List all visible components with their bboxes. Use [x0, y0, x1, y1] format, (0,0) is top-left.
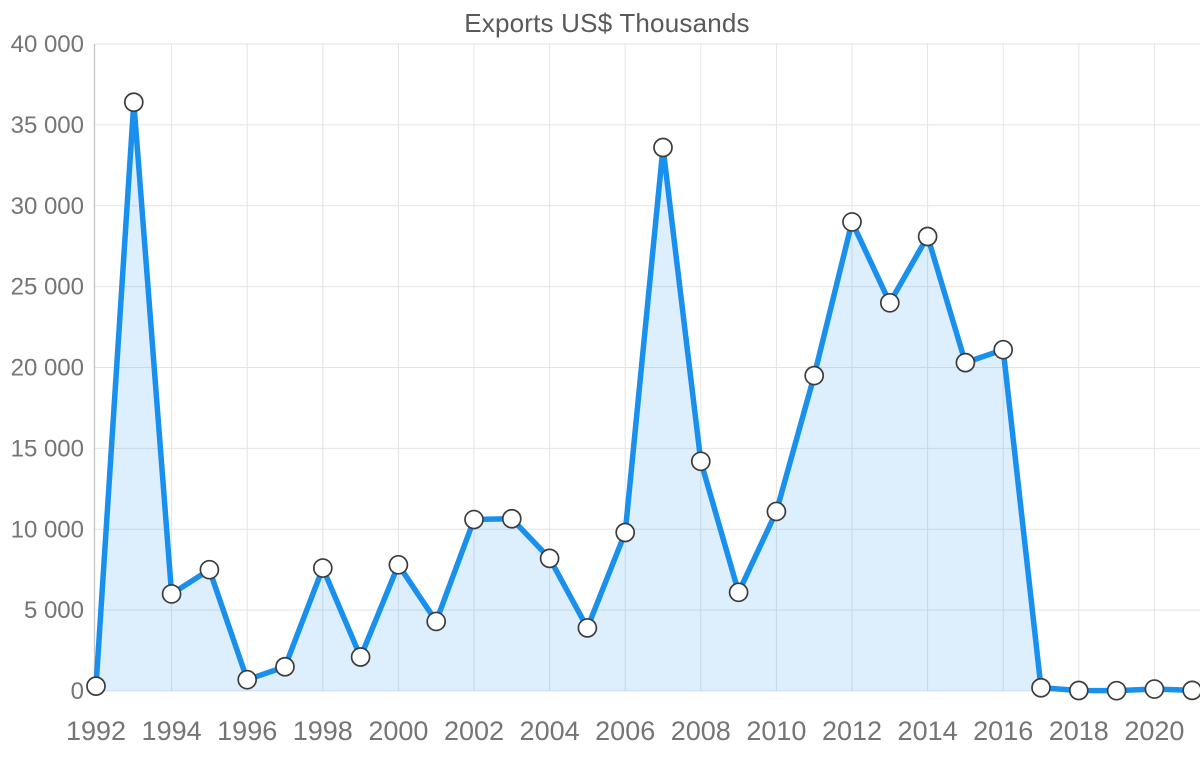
data-point-1992 — [86, 676, 106, 696]
data-point-2015 — [955, 352, 976, 373]
x-tick-label: 1998 — [293, 716, 353, 746]
data-point-2016 — [993, 339, 1014, 360]
data-point-1995 — [199, 559, 220, 580]
x-tick-label: 1992 — [66, 716, 126, 746]
x-tick-label: 2014 — [898, 716, 958, 746]
data-point-2021 — [1182, 680, 1200, 701]
data-point-2003 — [501, 508, 522, 529]
y-tick-label: 25 000 — [11, 274, 84, 301]
data-point-2011 — [804, 365, 825, 386]
data-point-2000 — [388, 554, 409, 575]
data-point-2008 — [690, 451, 711, 472]
data-point-2012 — [842, 212, 862, 232]
x-tick-label: 2010 — [746, 716, 806, 746]
data-point-1997 — [275, 656, 295, 677]
data-point-2002 — [464, 509, 484, 530]
x-tick-label: 2008 — [671, 716, 731, 746]
series-area-fill — [96, 102, 1193, 692]
x-tick-label: 2018 — [1049, 716, 1109, 746]
x-tick-label: 1994 — [142, 716, 202, 746]
data-point-1994 — [161, 584, 182, 604]
x-tick-label: 2012 — [822, 716, 882, 746]
x-tick-label: 2016 — [973, 716, 1033, 746]
y-tick-label: 0 — [71, 678, 84, 705]
y-tick-label: 35 000 — [11, 112, 84, 139]
chart-title: Exports US$ Thousands — [464, 8, 750, 38]
data-point-2005 — [577, 618, 598, 638]
data-point-2009 — [728, 582, 749, 603]
x-tick-label: 2004 — [520, 716, 580, 746]
x-tick-label: 2002 — [444, 716, 504, 746]
x-tick-label: 2006 — [595, 716, 655, 746]
data-point-2017 — [1031, 677, 1051, 698]
data-point-2019 — [1106, 680, 1127, 701]
y-tick-label: 10 000 — [11, 516, 84, 543]
data-point-1993 — [123, 92, 144, 113]
x-tick-label: 1996 — [217, 716, 277, 746]
data-point-2010 — [766, 501, 787, 522]
data-point-2013 — [879, 292, 900, 313]
data-point-2014 — [917, 226, 938, 247]
data-point-2004 — [539, 548, 560, 569]
y-tick-label: 40 000 — [11, 31, 84, 58]
data-point-2006 — [615, 522, 636, 543]
data-point-1996 — [237, 669, 258, 690]
y-tick-label: 20 000 — [11, 355, 84, 382]
data-point-2001 — [426, 611, 447, 632]
data-point-2018 — [1068, 680, 1089, 701]
data-point-2007 — [653, 137, 673, 158]
x-tick-label: 2000 — [368, 716, 428, 746]
data-point-1999 — [350, 647, 371, 667]
data-point-1998 — [312, 558, 333, 578]
data-point-2020 — [1144, 679, 1165, 699]
y-tick-label: 5 000 — [24, 597, 84, 624]
y-tick-label: 30 000 — [11, 193, 84, 220]
y-tick-label: 15 000 — [11, 435, 84, 462]
x-tick-label: 2020 — [1124, 716, 1184, 746]
